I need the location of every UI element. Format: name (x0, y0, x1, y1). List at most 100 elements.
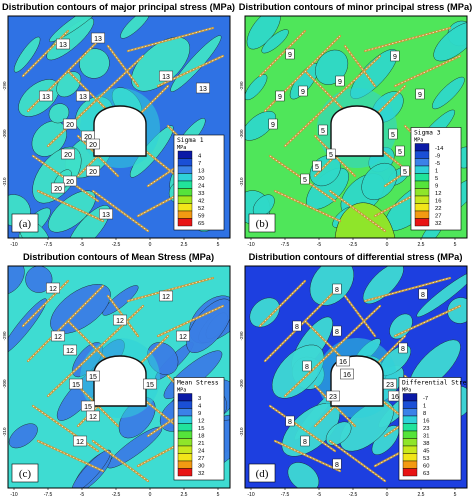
rock-bolt-core (92, 440, 149, 482)
contour-patch (246, 16, 281, 50)
contour-label: 12 (159, 290, 173, 302)
y-tick-label: -290 (2, 331, 7, 341)
legend-swatch (414, 165, 430, 174)
plot-frame (244, 15, 468, 239)
legend-swatch (402, 460, 418, 469)
legend-swatch (414, 218, 430, 227)
legend-level: -7 (423, 396, 428, 402)
legend-title: Differential Stress (402, 380, 474, 387)
legend-level: 31 (423, 434, 429, 440)
legend-swatch (402, 468, 418, 477)
legend-level: 23 (423, 426, 429, 432)
legend-title: MPa (177, 388, 186, 394)
svg-text:5: 5 (329, 152, 333, 159)
legend-level: 18 (198, 434, 204, 440)
svg-text:20: 20 (89, 142, 97, 149)
contour-label: 12 (63, 344, 77, 356)
contour-patch (8, 266, 25, 295)
rock-bolt-core (127, 277, 214, 302)
legend-swatch (414, 180, 430, 189)
contour-label: 15 (143, 378, 157, 390)
contour-label: 9 (335, 75, 345, 87)
svg-text:23: 23 (386, 382, 394, 389)
contour-patch (261, 29, 289, 54)
legend-swatch (402, 438, 418, 447)
legend-level: 32 (435, 221, 441, 227)
svg-text:5: 5 (398, 149, 402, 156)
legend-swatch (414, 143, 430, 152)
legend-swatch (414, 188, 430, 197)
svg-text:9: 9 (278, 94, 282, 101)
rock-bolt-core (329, 190, 386, 232)
contour-patch (47, 190, 96, 233)
contour-label: 15 (86, 370, 100, 382)
legend-level: 21 (198, 441, 204, 447)
svg-text:(c): (c) (19, 468, 32, 480)
contour-label: 12 (176, 330, 190, 342)
rock-bolt-core (259, 30, 306, 77)
x-tick-label: 5 (217, 242, 220, 248)
legend-swatch (402, 408, 418, 417)
tunnel-opening (93, 355, 147, 407)
legend-swatch (414, 173, 430, 182)
contour-label: 8 (332, 283, 342, 295)
svg-text:9: 9 (393, 54, 397, 61)
panel-b: 9 9 9 9 9 9 9 5 5 5 5 5 5 5 Sigma 3 MPa -14 -9 -5 1 5 9 12 16 22… (237, 0, 474, 250)
x-tick-label: -2.5 (112, 242, 121, 248)
legend-level: 60 (423, 464, 429, 470)
plot-frame (7, 15, 231, 239)
legend-level: 4 (198, 154, 202, 160)
legend-level: 3 (198, 396, 201, 402)
x-tick-label: 0 (149, 242, 152, 248)
svg-text:8: 8 (335, 462, 339, 469)
contour-patch (245, 110, 276, 141)
panel-d: 8 8 8 8 8 8 8 16 16 23 23 16 8 8 Differential Stress MP… (237, 250, 474, 500)
y-tick-label: -290 (2, 81, 7, 91)
x-tick-label: -10 (10, 242, 17, 248)
contour-patch (102, 285, 139, 316)
svg-text:8: 8 (303, 439, 307, 446)
contour-label: 8 (285, 415, 295, 427)
contour-label: 9 (275, 90, 285, 102)
contour-label: 8 (292, 320, 302, 332)
legend-level: 59 (198, 214, 204, 220)
contour-label: 13 (159, 70, 173, 82)
x-tick-label: -5 (80, 242, 85, 248)
rock-bolt-core (127, 27, 214, 52)
contour-patch (416, 270, 467, 318)
legend-level: 32 (198, 471, 204, 477)
svg-text:20: 20 (54, 186, 62, 193)
panel-tag: (b) (248, 213, 276, 233)
contour-label: 20 (86, 165, 100, 177)
plot-frame (7, 265, 231, 489)
svg-text:9: 9 (288, 52, 292, 59)
svg-text:20: 20 (64, 152, 72, 159)
rock-bolt-core (274, 190, 341, 222)
svg-text:8: 8 (335, 287, 339, 294)
svg-text:8: 8 (288, 419, 292, 426)
contour-label: 13 (76, 90, 90, 102)
legend-level: 27 (435, 214, 441, 220)
legend-level: 4 (198, 404, 202, 410)
svg-text:12: 12 (89, 414, 97, 421)
svg-text:13: 13 (42, 94, 50, 101)
contour-label: 5 (318, 124, 328, 136)
x-tick-label: -7.5 (44, 242, 53, 248)
legend-level: 63 (423, 471, 429, 477)
svg-text:5: 5 (321, 128, 325, 135)
svg-text:12: 12 (76, 439, 84, 446)
rock-bolt-core (364, 277, 451, 302)
legend-title: Mean Stress (177, 380, 219, 387)
legend-swatch (177, 430, 193, 439)
svg-text:12: 12 (54, 334, 62, 341)
legend-level: 27 (198, 456, 204, 462)
svg-text:(d): (d) (256, 468, 269, 480)
x-tick-label: -7.5 (281, 242, 290, 248)
contour-patch (309, 266, 354, 306)
rock-bolt-core (107, 45, 139, 87)
legend-title: Sigma 1 (177, 137, 204, 144)
rock-bolt-core (344, 295, 376, 337)
contour-label: 12 (113, 314, 127, 326)
